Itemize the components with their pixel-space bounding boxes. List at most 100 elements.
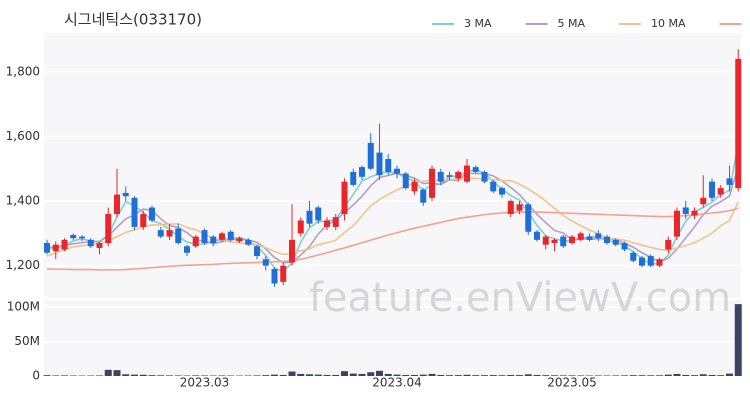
candle-body <box>735 59 741 188</box>
volume-bar <box>324 375 331 376</box>
candle-body <box>228 232 234 240</box>
y-tick-label: 100M <box>7 299 40 313</box>
candle-body <box>79 237 85 239</box>
y-tick-label: 50M <box>14 334 40 348</box>
candle-body <box>62 240 68 250</box>
y-tick-label: 1,800 <box>6 64 40 78</box>
candle-body <box>683 208 689 214</box>
candle-body <box>420 190 426 203</box>
x-tick-label: 2023.05 <box>547 376 597 390</box>
candle-body <box>718 188 724 194</box>
volume-bar <box>525 374 532 376</box>
candle-body <box>280 266 286 282</box>
candle-body <box>464 166 470 182</box>
volume-bar <box>96 375 103 376</box>
volume-bar <box>297 374 304 376</box>
volume-bar <box>350 374 357 376</box>
volume-bar <box>656 375 663 376</box>
candle-body <box>587 237 593 240</box>
x-tick-label: 2023.03 <box>180 376 230 390</box>
volume-bar <box>735 304 742 376</box>
volume-bar <box>429 374 436 376</box>
candle-body <box>447 175 453 177</box>
candle-body <box>639 258 645 266</box>
volume-bar <box>507 375 514 376</box>
candle-body <box>630 253 636 261</box>
candle-body <box>543 237 549 245</box>
candle-body <box>245 240 251 245</box>
volume-bar <box>140 375 147 376</box>
candle-body <box>254 246 260 256</box>
candle-body <box>307 211 313 224</box>
candle-body <box>403 174 409 189</box>
volume-bar <box>149 375 156 376</box>
candle-body <box>114 195 120 214</box>
y-tick-label: 1,400 <box>6 194 40 208</box>
volume-bar <box>464 375 471 376</box>
candle-body <box>595 233 601 238</box>
candle-body <box>175 229 181 244</box>
candle-body <box>298 220 304 233</box>
y-tick-label: 1,200 <box>6 258 40 272</box>
candle-body <box>517 204 523 210</box>
candle-body <box>665 240 671 250</box>
candle-body <box>70 235 76 238</box>
volume-bar <box>665 375 672 376</box>
candle-body <box>210 237 216 243</box>
candle-body <box>490 182 496 192</box>
candle-body <box>149 208 155 221</box>
volume-bar <box>534 375 541 376</box>
candle-body <box>237 238 243 241</box>
candle-body <box>272 269 278 284</box>
candle-body <box>350 172 356 185</box>
volume-bar <box>455 375 462 376</box>
volume-bar <box>131 375 138 376</box>
candle-body <box>438 172 444 182</box>
candle-body <box>482 172 488 182</box>
candle-body <box>534 232 540 240</box>
volume-bar <box>639 375 646 376</box>
candle-body <box>158 230 164 236</box>
volume-bar <box>157 375 164 376</box>
chart-title: 시그네틱스(033170) <box>64 11 202 29</box>
candle-body <box>132 198 138 227</box>
candle-body <box>53 245 59 251</box>
candle-body <box>613 240 619 245</box>
volume-bar <box>332 375 339 376</box>
candle-body <box>578 233 584 239</box>
candle-body <box>429 169 435 198</box>
legend-label: 5 MA <box>558 17 586 30</box>
legend-label: 10 MA <box>651 17 686 30</box>
candle-body <box>552 240 558 243</box>
candle-body <box>709 182 715 198</box>
candle-body <box>324 220 330 226</box>
candle-body <box>263 259 269 265</box>
volume-bar <box>44 375 51 376</box>
candle-body <box>727 178 733 184</box>
legend-label: 3 MA <box>464 17 492 30</box>
candle-body <box>648 256 654 266</box>
x-tick-label: 2023.04 <box>372 376 422 390</box>
volume-bar <box>612 375 619 376</box>
y-tick-label: 1,600 <box>6 129 40 143</box>
volume-bar <box>254 375 261 376</box>
watermark: feature.enViewV.com <box>309 275 731 321</box>
volume-bar <box>341 371 348 376</box>
volume-bar <box>472 375 479 376</box>
candle-body <box>359 167 365 177</box>
candle-body <box>167 230 173 236</box>
candle-body <box>315 208 321 221</box>
volume-bar <box>709 375 716 376</box>
volume-bar <box>446 375 453 376</box>
candle-body <box>202 230 208 243</box>
candle-body <box>88 240 94 246</box>
candle-body <box>525 204 531 231</box>
volume-bar <box>481 375 488 376</box>
volume-bar <box>691 375 698 376</box>
volume-bar <box>674 374 681 376</box>
volume-bar <box>262 375 269 376</box>
candle-body <box>508 201 514 214</box>
candle-body <box>97 243 103 248</box>
